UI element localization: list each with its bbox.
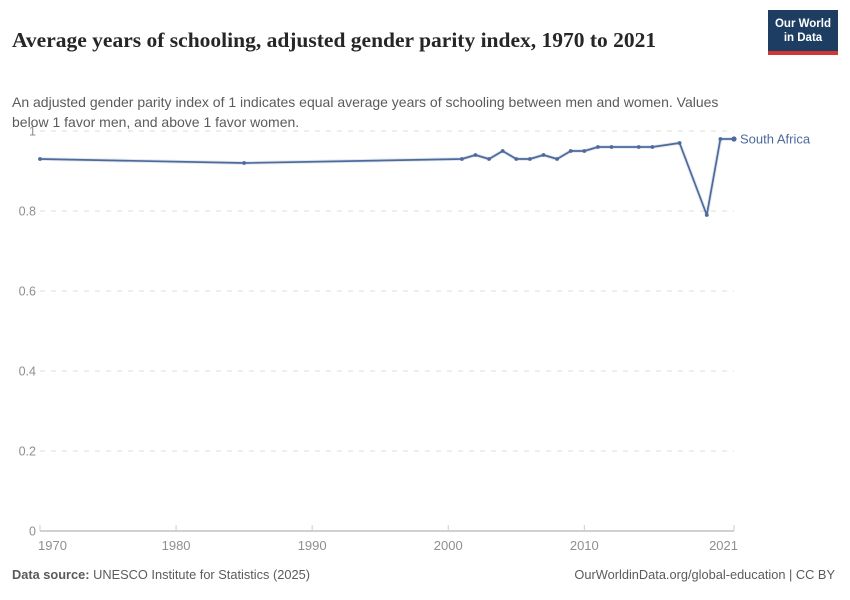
data-point — [596, 145, 600, 149]
data-point — [459, 157, 464, 161]
data-source-label: Data source: — [12, 567, 90, 582]
owid-link: OurWorldinData.org/global-education | CC… — [574, 567, 835, 582]
x-tick-label: 1990 — [298, 538, 327, 553]
y-tick-label: 0 — [29, 525, 36, 539]
y-tick-label: 0.2 — [19, 445, 36, 459]
data-point — [718, 137, 723, 141]
data-point — [487, 157, 491, 161]
data-point — [636, 145, 641, 149]
data-point — [582, 149, 587, 153]
data-point — [650, 145, 655, 149]
data-point — [555, 157, 559, 161]
x-tick-label: 2021 — [709, 538, 738, 553]
chart-subtitle: An adjusted gender parity index of 1 ind… — [12, 94, 719, 130]
data-point — [242, 161, 247, 165]
y-tick-label: 1 — [29, 125, 36, 139]
chart-footer: Data source: UNESCO Institute for Statis… — [12, 567, 835, 582]
data-point — [38, 157, 42, 161]
data-point — [568, 149, 573, 153]
y-tick-label: 0.8 — [19, 205, 36, 219]
series-line-halo — [39, 137, 734, 217]
data-point — [500, 149, 505, 153]
x-tick-label: 2000 — [434, 538, 463, 553]
data-point — [473, 153, 478, 157]
x-tick-label: 1970 — [38, 538, 67, 553]
data-point — [541, 153, 546, 157]
y-tick-label: 0.6 — [19, 285, 36, 299]
series-label: South Africa — [740, 132, 811, 147]
x-tick-label: 1980 — [162, 538, 191, 553]
series-line — [39, 138, 735, 216]
data-point — [514, 157, 519, 161]
x-tick-label: 2010 — [570, 538, 599, 553]
series-end-dot — [731, 136, 737, 142]
data-point — [609, 145, 614, 149]
owid-logo: Our World in Data — [768, 10, 838, 56]
chart-title: Average years of schooling, adjusted gen… — [12, 28, 657, 53]
data-point — [527, 157, 532, 161]
owid-logo-text: Our World in Data — [774, 18, 831, 45]
data-point — [704, 213, 709, 217]
data-source-value: UNESCO Institute for Statistics (2025) — [89, 567, 310, 582]
data-point — [677, 141, 682, 145]
data-source: Data source: UNESCO Institute for Statis… — [12, 567, 310, 582]
y-tick-label: 0.4 — [19, 365, 36, 379]
